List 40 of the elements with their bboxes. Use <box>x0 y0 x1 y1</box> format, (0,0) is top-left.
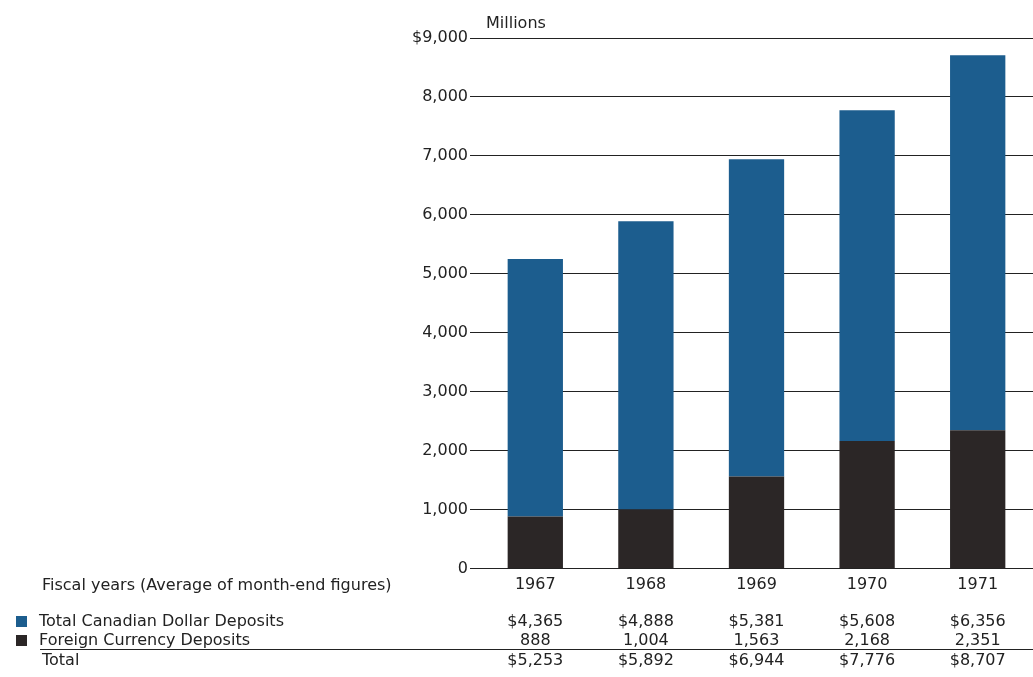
y-tick-label: 8,000 <box>422 86 468 106</box>
data-label: 1,563 <box>733 630 780 649</box>
text: $8,707 <box>949 650 1006 669</box>
data-label: $5,381 <box>728 611 785 630</box>
y-axis-title: Millions <box>486 13 546 32</box>
bar <box>950 55 1006 431</box>
y-tick-label: 2,000 <box>422 440 468 459</box>
y-tick-label: 4,000 <box>422 322 468 342</box>
data-label: 2,168 <box>844 630 890 649</box>
data-label: $6,356 <box>949 611 1006 630</box>
y-tick-label: 7,000 <box>422 145 468 165</box>
y-tick-label: $9,000 <box>412 27 468 47</box>
bar <box>618 221 674 510</box>
text: $6,944 <box>728 650 785 669</box>
legend-label: Foreign Currency Deposits <box>38 630 250 649</box>
y-tick-label: 5,000 <box>422 263 468 283</box>
y-tick-label: 1,000 <box>422 498 468 518</box>
x-axis-title: Fiscal years (Average of month-end figures) <box>42 574 392 594</box>
y-tick-label: 3,000 <box>422 381 468 401</box>
data-label: $4,365 <box>507 611 564 630</box>
data-label: 888 <box>520 630 551 649</box>
legend-label: Total Canadian Dollar Deposits <box>38 611 284 630</box>
y-tick-label: 0 <box>457 557 468 577</box>
y-tick-label: 6,000 <box>422 204 468 224</box>
text: $7,776 <box>839 650 896 669</box>
x-tick-label: 1971 <box>957 573 999 593</box>
data-label: $4,888 <box>617 611 674 630</box>
x-tick-label: 1968 <box>625 573 667 593</box>
text: Total <box>42 650 80 669</box>
data-label: $5,608 <box>839 611 896 630</box>
bar <box>507 258 563 517</box>
data-label: 1,004 <box>622 630 669 649</box>
data-label: 2,351 <box>954 630 1001 649</box>
x-tick-label: 1967 <box>514 573 556 593</box>
text: $5,892 <box>617 650 674 669</box>
x-tick-label: 1970 <box>846 573 888 593</box>
text: $5,253 <box>507 650 564 669</box>
bar <box>728 159 785 477</box>
x-tick-label: 1969 <box>736 573 777 593</box>
bar <box>839 110 895 441</box>
